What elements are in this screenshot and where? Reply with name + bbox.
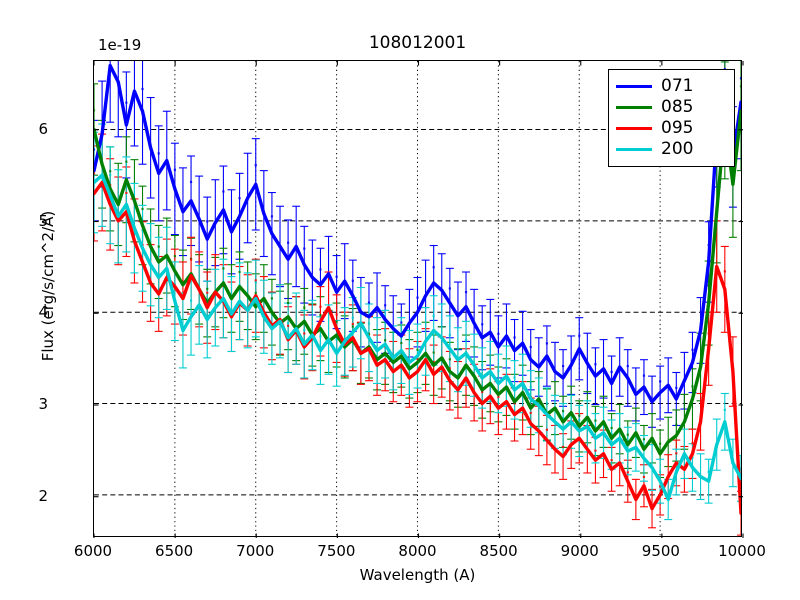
y-axis-label: Flux (erg/s/cm^2/A) — [39, 86, 57, 486]
legend-item-200[interactable]: 200 — [616, 139, 727, 160]
x-tick-label: 7000 — [236, 542, 274, 560]
x-tick-label: 9500 — [642, 542, 680, 560]
legend-item-085[interactable]: 085 — [616, 97, 727, 118]
page-title: 108012001 — [93, 33, 742, 53]
legend-item-071[interactable]: 071 — [616, 76, 727, 97]
legend-item-095[interactable]: 095 — [616, 118, 727, 139]
legend-item-label: 085 — [661, 99, 693, 116]
legend-color-swatch — [616, 85, 652, 88]
x-tick-label: 8000 — [398, 542, 436, 560]
x-tick-label: 10000 — [718, 542, 766, 560]
x-tick-label: 6000 — [74, 542, 112, 560]
legend-item-label: 071 — [661, 78, 693, 95]
x-tick-label: 6500 — [155, 542, 193, 560]
legend-color-swatch — [616, 106, 652, 109]
legend: 071 085 095 200 — [608, 69, 735, 167]
y-tick-label: 2 — [38, 487, 48, 505]
legend-item-label: 095 — [661, 120, 693, 137]
x-tick-label: 7500 — [317, 542, 355, 560]
x-axis-label: Wavelength (A) — [93, 566, 742, 584]
legend-color-swatch — [616, 127, 652, 130]
x-tick-label: 8500 — [480, 542, 518, 560]
figure: 1e-19 108012001 600065007000750080008500… — [0, 0, 800, 600]
legend-item-label: 200 — [661, 141, 693, 158]
x-tick-label: 9000 — [561, 542, 599, 560]
legend-color-swatch — [616, 148, 652, 151]
